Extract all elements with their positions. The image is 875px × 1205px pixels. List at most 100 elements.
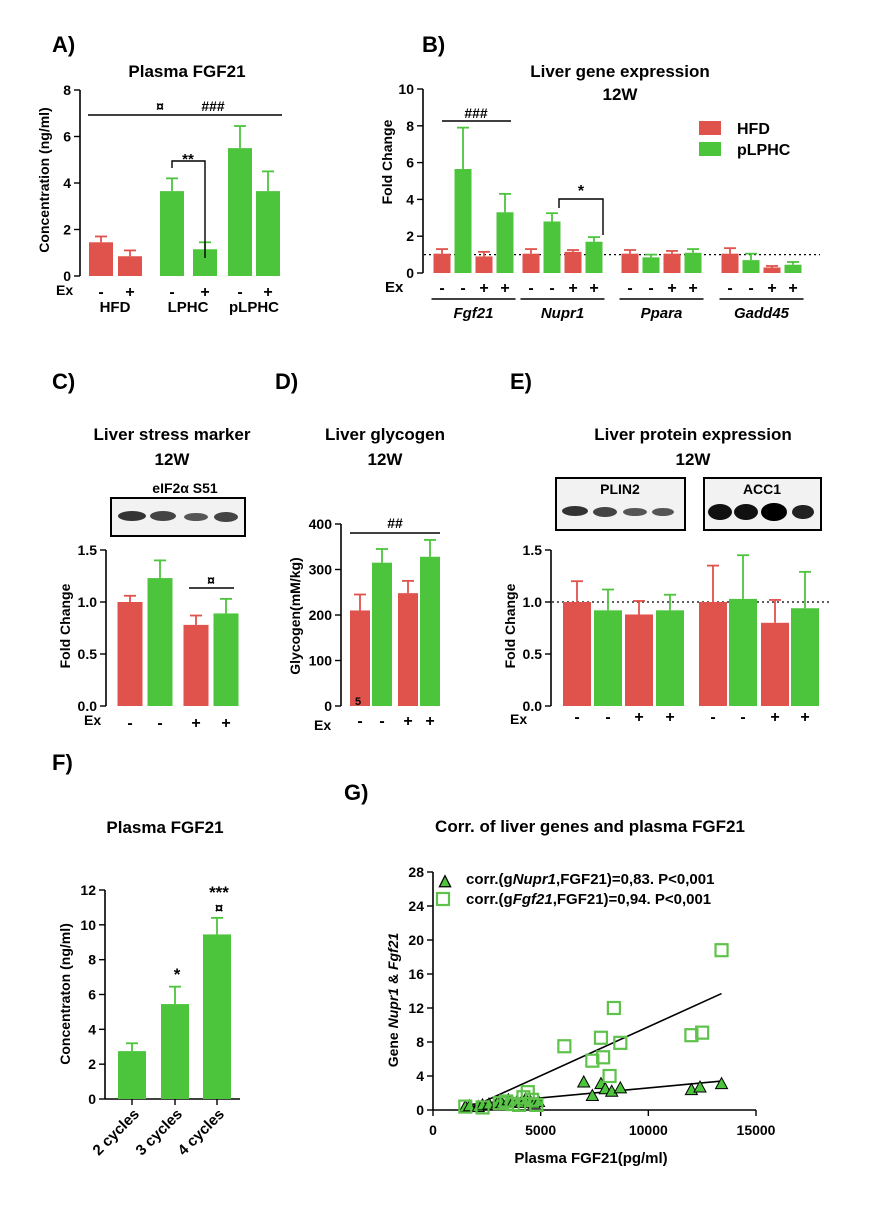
g-y-tick-label: 24 (408, 898, 424, 914)
panel-label-a: A) (52, 32, 75, 57)
a-bar (89, 242, 113, 276)
g-point-nupr1 (576, 1074, 591, 1088)
b-ex-sign: + (500, 280, 509, 297)
g-y-tick-label: 8 (416, 1034, 424, 1050)
blot-label-plin2: PLIN2 (600, 481, 640, 497)
chart-subtitle-d: 12W (368, 450, 404, 469)
a-y-tick-label: 2 (63, 222, 71, 238)
western-blot-acc1: ACC1 (703, 477, 822, 531)
annotation-hash-d: ## (387, 515, 403, 531)
f-y-tick-label: 12 (80, 882, 96, 898)
panel-c: C) Liver stress marker 12W eIF2α S51 Fol… (52, 369, 251, 732)
d-y-tick-label: 300 (309, 562, 333, 578)
g-point-fgf21 (602, 1068, 617, 1084)
g-point-fgf21 (520, 1085, 535, 1100)
e-ex-sign: + (634, 709, 643, 726)
panel-label-c: C) (52, 369, 75, 394)
panel-e: E) Liver protein expression 12W PLIN2 AC… (502, 369, 830, 727)
c-ex-sign: - (157, 715, 162, 732)
blot-band (118, 511, 146, 521)
b-ex-sign: - (727, 280, 732, 297)
y-axis-label-a: Concentration (ng/ml) (36, 107, 52, 252)
legend-swatch-plphc (699, 142, 721, 156)
annotation-stars-f: *** (209, 883, 229, 902)
blot-band (184, 513, 208, 521)
panel-a: A) Plasma FGF21 Concentration (ng/ml) 0 2… (36, 32, 282, 316)
b-ex-sign: + (589, 280, 598, 297)
legend-swatch-hfd (699, 121, 721, 135)
b-bar (454, 169, 472, 273)
b-y-tick-label: 10 (398, 81, 414, 97)
chart-title-f: Plasma FGF21 (106, 818, 223, 837)
g-y-tick-label: 16 (408, 966, 424, 982)
g-point-nupr1 (613, 1080, 628, 1094)
b-bar (522, 253, 540, 273)
g-point-fgf21 (613, 1035, 628, 1050)
blot-band (761, 503, 787, 521)
g-point-fgf21 (684, 1028, 699, 1043)
b-bar (642, 257, 660, 273)
b-gene-label: Ppara (641, 305, 683, 322)
blot-label-eif2a: eIF2α S51 (152, 480, 218, 496)
e-ex-sign: - (710, 709, 715, 726)
g-point-nupr1 (714, 1076, 729, 1090)
e-ex-sign: + (770, 709, 779, 726)
b-ex-sign: + (568, 280, 577, 297)
b-ex-sign: - (528, 280, 533, 297)
western-blot-plin2: PLIN2 (555, 477, 686, 531)
a-group-label: HFD (100, 299, 131, 316)
g-y-tick-label: 0 (416, 1102, 424, 1118)
c-y-tick-label: 0.0 (78, 698, 98, 714)
blot-band (214, 512, 238, 522)
e-ex-sign: - (605, 709, 610, 726)
c-y-tick-label: 0.5 (78, 646, 98, 662)
b-bar (585, 241, 603, 273)
a-ex-label: Ex (56, 282, 73, 298)
annotation-hash-b: ### (464, 105, 488, 121)
g-point-fgf21 (458, 1099, 473, 1114)
panel-label-e: E) (510, 369, 532, 394)
significance-bracket-b (558, 198, 604, 235)
f-x-tick-label: 4 cycles (175, 1106, 228, 1159)
b-ex-label: Ex (385, 279, 404, 296)
d-ex-sign: + (425, 713, 434, 730)
g-point-fgf21 (593, 1030, 609, 1045)
blot-label-acc1: ACC1 (743, 481, 781, 497)
e-ex-sign: - (740, 709, 745, 726)
e-ex-sign: + (665, 709, 674, 726)
a-bar (160, 191, 184, 276)
a-group-label: LPHC (168, 299, 209, 316)
blot-band (792, 505, 814, 519)
e-y-tick-label: 1.0 (523, 594, 543, 610)
b-bar (543, 221, 561, 273)
a-ex-sign: + (125, 284, 134, 301)
blot-band (708, 504, 732, 520)
e-bar (594, 610, 622, 706)
legend-label-nupr1: corr.(gNupr1,FGF21)=0,83. P<0,001 (466, 871, 714, 888)
b-ex-sign: + (767, 280, 776, 297)
b-ex-sign: - (648, 280, 653, 297)
b-gene-label: Gadd45 (734, 305, 790, 322)
blot-band (652, 508, 674, 516)
b-bar (433, 253, 451, 273)
c-bar (183, 624, 209, 706)
f-y-tick-label: 6 (88, 987, 96, 1003)
e-bar (699, 602, 727, 706)
y-axis-label-g: Gene Nupr1 & Fgf21 (385, 932, 401, 1067)
g-point-fgf21 (695, 1025, 710, 1040)
b-ex-sign: - (549, 280, 554, 297)
c-bar (213, 613, 239, 706)
a-ex-sign: - (98, 284, 103, 301)
d-bar (372, 562, 392, 706)
f-y-tick-label: 4 (88, 1021, 96, 1037)
blot-band (562, 506, 588, 516)
d-ex-sign: + (403, 713, 412, 730)
legend-nupr1-part: corr.(g (466, 871, 513, 888)
chart-subtitle-b: 12W (603, 85, 639, 104)
b-bar (684, 252, 702, 273)
legend-fgf21-part: Fgf21 (513, 891, 553, 908)
legend-nupr1-part: Nupr1 (513, 871, 556, 888)
panel-d: D) Liver glycogen 12W Glycogen(mM/kg) 0 1… (275, 369, 445, 733)
g-point-nupr1 (693, 1080, 707, 1093)
